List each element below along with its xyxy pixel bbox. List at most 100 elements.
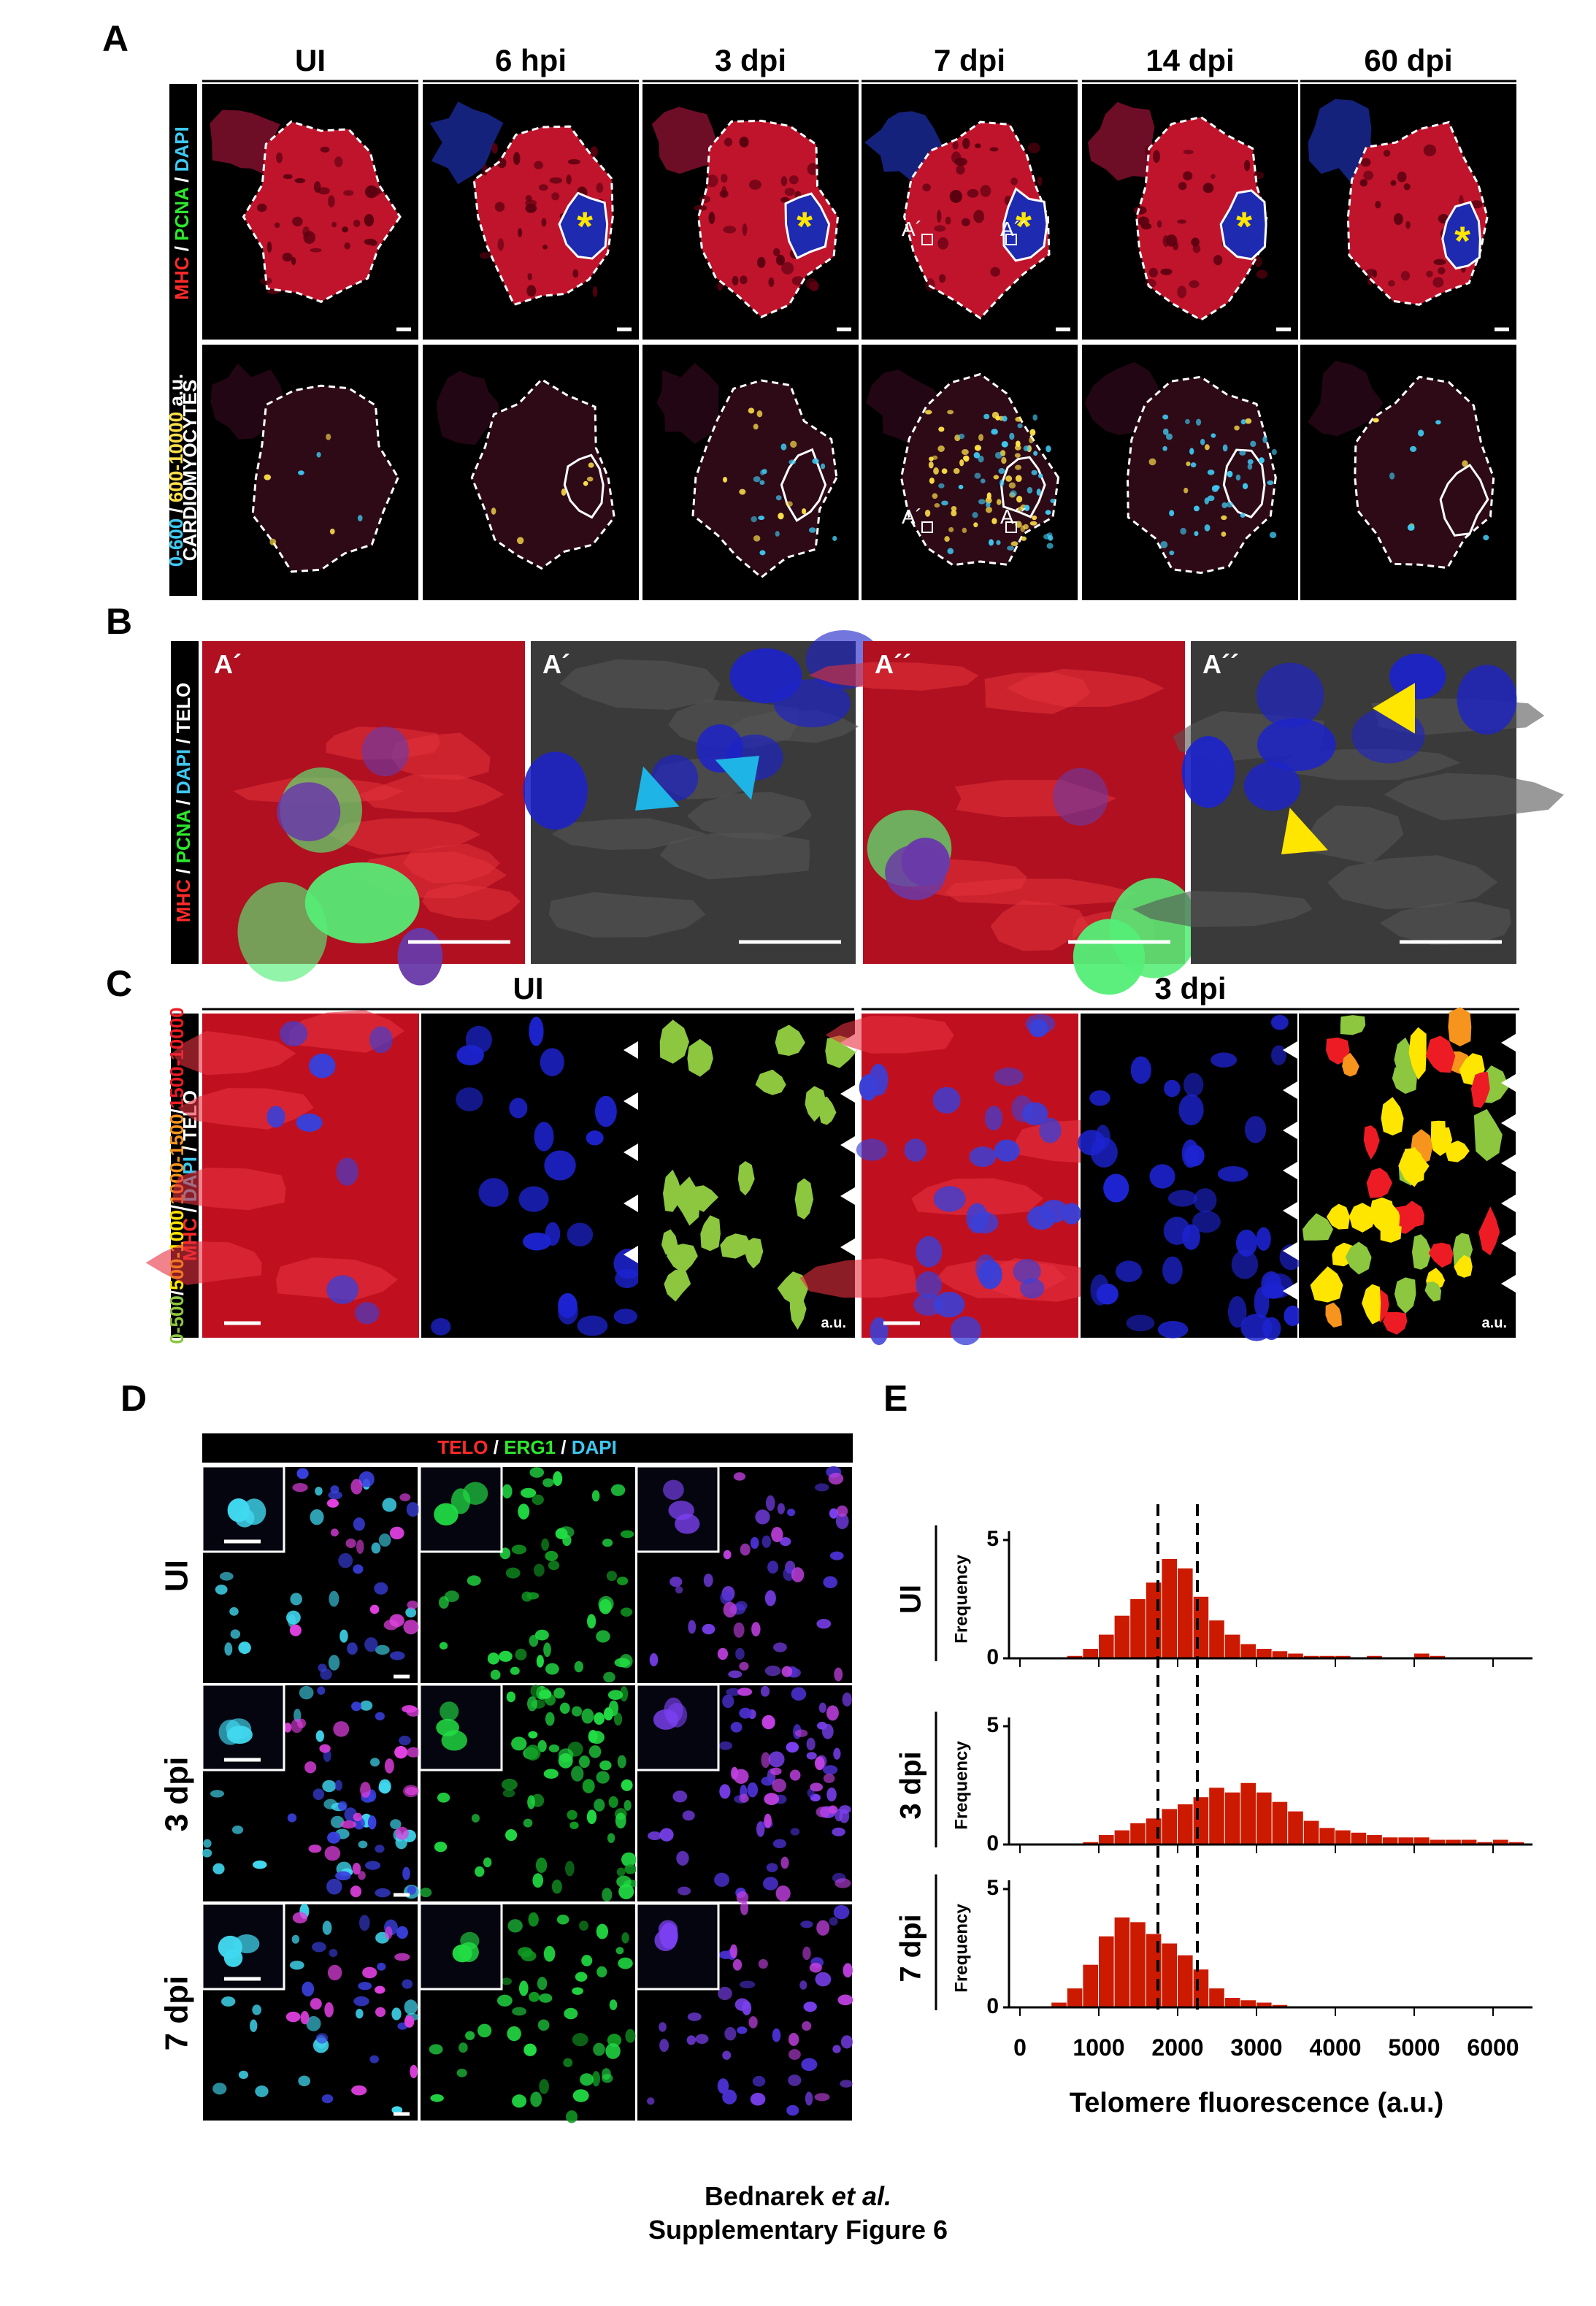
nucleus <box>429 2044 443 2055</box>
nucleus <box>1403 183 1411 191</box>
injury <box>563 453 605 519</box>
nucleus <box>739 1980 756 1989</box>
nucleus <box>553 1688 565 1699</box>
nucleus <box>624 1799 632 1811</box>
nucleus <box>765 1495 775 1512</box>
histogram-bar <box>1130 1922 1146 2007</box>
nucleus <box>788 2074 802 2086</box>
nucleus <box>664 1697 683 1723</box>
nucleus <box>618 1957 633 1969</box>
nucleus <box>558 1748 574 1763</box>
segmented-nucleus <box>1392 1065 1417 1094</box>
footer-caption: Supplementary Figure 6 <box>648 2215 948 2245</box>
segmented-nucleus <box>659 1019 689 1064</box>
nucleus <box>564 2007 578 2020</box>
nucleus <box>801 2058 818 2072</box>
nucleus <box>319 1744 331 1753</box>
nucleus <box>724 2026 737 2041</box>
nucleus <box>760 1685 770 1697</box>
nucleus <box>561 489 567 496</box>
nucleus <box>353 1996 369 2007</box>
nucleus <box>1014 445 1021 451</box>
arrowhead <box>1501 1273 1517 1294</box>
nucleus <box>1388 280 1395 287</box>
label-part: DAPI <box>172 749 194 794</box>
nucleus <box>938 274 946 283</box>
nucleus <box>1400 270 1411 281</box>
row-label: 3 dpi <box>159 1757 195 1832</box>
nucleus <box>659 1923 678 1949</box>
nucleus <box>613 1712 623 1726</box>
nucleus <box>718 1741 733 1750</box>
nucleus <box>1243 160 1251 172</box>
nucleus <box>296 1468 309 1479</box>
nucleus <box>324 2002 334 2018</box>
histogram-bar <box>1083 1842 1098 1845</box>
nucleus <box>751 516 757 523</box>
outline <box>470 378 615 570</box>
histogram-bar <box>1272 1801 1288 1845</box>
nucleus <box>351 2085 367 2096</box>
nucleus <box>1001 456 1007 464</box>
nucleus <box>543 1642 551 1658</box>
label-part: / <box>556 1436 572 1458</box>
histogram-bar <box>1288 1653 1303 1658</box>
nucleus <box>740 275 748 285</box>
nucleus <box>1389 472 1395 480</box>
nucleus <box>764 1590 776 1606</box>
nucleus <box>407 1600 418 1609</box>
nucleus <box>231 1825 244 1834</box>
nucleus <box>1183 171 1193 181</box>
nucleus <box>675 1514 700 1534</box>
nucleus <box>1169 550 1175 556</box>
nucleus <box>815 1483 829 1492</box>
nucleus <box>369 2055 379 2064</box>
nucleus <box>950 1316 981 1346</box>
column-header: 6 hpi <box>495 43 567 77</box>
nucleus <box>558 1526 575 1539</box>
nucleus <box>287 1813 297 1823</box>
atrium <box>1087 101 1159 181</box>
nucleus <box>1433 258 1446 266</box>
nucleus <box>739 489 746 495</box>
nucleus <box>722 1694 734 1709</box>
nucleus <box>479 252 490 259</box>
segmented-nucleus <box>1362 1284 1381 1325</box>
nucleus <box>496 158 507 169</box>
nucleus <box>1256 269 1267 279</box>
group-header: 3 dpi <box>1154 971 1226 1005</box>
nucleus <box>347 1642 358 1655</box>
nucleus <box>367 1815 377 1830</box>
y-axis-label: Frequency <box>951 1741 971 1830</box>
arrowhead <box>1501 1073 1517 1093</box>
nucleus <box>1245 418 1252 424</box>
nucleus <box>1015 475 1022 482</box>
nucleus <box>789 1769 801 1781</box>
nucleus <box>723 226 737 234</box>
nucleus <box>310 1509 324 1525</box>
nucleus <box>551 192 560 201</box>
nucleus <box>292 1483 308 1493</box>
nucleus <box>525 195 532 202</box>
histogram-bar <box>1446 1839 1461 1845</box>
nucleus <box>834 1667 843 1682</box>
nucleus <box>405 1607 417 1618</box>
nucleus <box>789 175 799 185</box>
nucleus <box>507 1919 523 1933</box>
histogram-bar <box>1193 1969 1209 2007</box>
nucleus <box>328 1490 342 1500</box>
arrowhead <box>1501 1193 1517 1214</box>
nucleus <box>1183 487 1189 494</box>
segmented-nucleus <box>1431 1120 1446 1151</box>
nucleus <box>620 1607 633 1617</box>
nucleus <box>615 1947 624 1955</box>
nucleus <box>607 1833 615 1843</box>
nucleus <box>203 1839 212 1848</box>
nucleus <box>730 1721 743 1733</box>
nucleus <box>317 1686 326 1695</box>
nucleus <box>770 1767 782 1776</box>
nucleus <box>708 212 715 224</box>
nucleus <box>1130 1056 1151 1084</box>
histogram-bar <box>1178 1804 1193 1845</box>
nucleus <box>402 1866 410 1880</box>
